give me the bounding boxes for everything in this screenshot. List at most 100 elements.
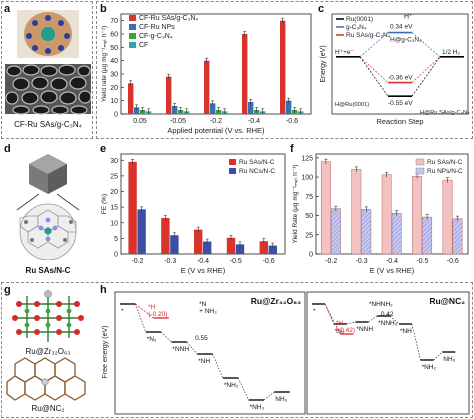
plot-frame	[114, 291, 306, 415]
step-connector	[324, 303, 334, 325]
step-connector	[135, 303, 146, 333]
bar-cfrusasgcn	[128, 83, 134, 114]
legend-swatch	[229, 168, 236, 174]
chart-b: 0 10 20 30 40 50 60 70 0.05 -0.05 -0.2 -0.4 -0.6 Appl…	[101, 13, 312, 135]
y-tick-label: 50	[110, 45, 118, 52]
y-tick-label: 125	[301, 155, 313, 162]
legend-label: g-C₃N₄	[346, 24, 367, 31]
bar-cfrunps	[248, 102, 254, 114]
step-label: *NNH	[172, 346, 189, 353]
panel-label-g: g	[4, 284, 11, 296]
y-axis-title: Yield rate (μg mg⁻¹ₘₑₜ h⁻¹)	[101, 26, 108, 103]
h-energy-annotation: (-0.20)	[148, 311, 167, 318]
bar-runcsnc	[203, 241, 212, 254]
x-tick-label: -0.2	[325, 258, 337, 265]
intermediate-label: + NH₃	[199, 308, 217, 315]
bar-cfrusasgcn	[242, 34, 248, 114]
chart-f: 0 25 50 75 100 125 -0.2 -0.3 -0.4 -0.5 -0.6 E (V vs…	[292, 153, 469, 275]
x-tick-label: -0.5	[416, 258, 428, 265]
h-pathway	[324, 303, 341, 335]
y-tick-label: 5	[114, 236, 118, 243]
y-tick-label: 40	[110, 58, 118, 65]
y-axis-title: Energy (eV)	[320, 45, 327, 82]
x-tick-label: 0.05	[133, 118, 147, 125]
step-label: *NH	[198, 358, 210, 365]
connector	[359, 56, 389, 83]
legend-label: Ru SAs/N-C	[239, 159, 275, 166]
intermediate-label: *N	[199, 301, 207, 308]
energy-label: -0.36 eV	[388, 75, 413, 82]
panel-label-c: c	[318, 3, 325, 15]
x-tick-label: -0.6	[263, 258, 275, 265]
panel-label-d: d	[4, 143, 11, 155]
y-tick-label: 25	[110, 173, 118, 180]
bar-cfrunps	[286, 100, 292, 114]
legend-swatch	[415, 158, 425, 166]
step-connector	[160, 331, 172, 343]
x-tick-label: -0.3	[164, 258, 176, 265]
legend-label: CF-Ru SAs/g-C₃N₄	[139, 15, 199, 22]
bar-rusasnc	[320, 161, 331, 255]
bar-rusasnc	[194, 229, 203, 254]
y-tick-label: 0	[114, 252, 118, 259]
x-axis-title: Applied potential (V vs. RHE)	[167, 126, 265, 135]
legend-label: CF	[139, 42, 148, 49]
legend-label: Ru(0001)	[346, 16, 373, 23]
bar-rusasnc	[128, 161, 137, 254]
y-axis-title: Yield Rate (μg mg⁻¹ₘₑₜ h⁻¹)	[292, 164, 299, 243]
bar-rusasnc	[226, 237, 236, 254]
panel-d-caption: Ru SAs/N-C	[25, 266, 71, 275]
connector	[359, 32, 389, 58]
panel-g-caption-top: Ru@Zr₃₂O₆₃	[25, 347, 71, 356]
step-label: *NH₃	[250, 404, 265, 411]
y-tick-label: 20	[110, 85, 118, 92]
frame-bottom	[1, 282, 473, 418]
connector	[359, 56, 389, 97]
y-axis-title: FE (%)	[101, 194, 108, 214]
frame-top-right	[96, 1, 473, 139]
y-tick-label: 75	[305, 194, 313, 201]
plot-frame	[306, 291, 470, 415]
y-tick-label: 50	[305, 213, 313, 220]
legend-swatch	[415, 167, 425, 175]
legend-label: Ru SAs/N-C	[427, 159, 463, 166]
state-label: H@g-C₃N₄	[390, 37, 422, 44]
h-plus-label: H⁺	[404, 14, 413, 21]
legend-swatch	[229, 159, 236, 165]
legend-swatch	[129, 15, 136, 21]
y-tick-label: 30	[110, 72, 118, 79]
legend-label: Ru NPs/N-C	[427, 168, 463, 175]
panel-label-f: f	[290, 143, 294, 155]
energy-label: 0.34 eV	[390, 24, 413, 31]
step-connector	[186, 341, 198, 355]
end-label: 1/2 H₂	[442, 49, 461, 56]
legend-swatch	[129, 33, 136, 39]
legend-label: CF-Ru NPs	[139, 24, 175, 31]
bar-runpsnc	[391, 212, 402, 255]
panel-g-caption-bottom: Ru@NC₂	[31, 404, 65, 413]
step-connector	[346, 321, 356, 325]
x-tick-label: -0.4	[386, 258, 398, 265]
panel-a-images	[5, 10, 91, 115]
energy-label: -0.55 eV	[388, 100, 413, 107]
bar-runcsnc	[268, 245, 277, 254]
connector	[411, 56, 441, 83]
bar-runpsnc	[361, 209, 372, 255]
chart-h: Free energy (eV)Ru@Zr₃₂O₆₃**N₂*NNH*NH*NH…	[102, 291, 470, 415]
bar-runcsnc	[170, 235, 179, 254]
y-tick-label: 70	[110, 18, 118, 25]
x-tick-label: -0.3	[356, 258, 368, 265]
step-label: *NH	[400, 328, 412, 335]
legend-label: CF-g-C₃N₄	[139, 33, 173, 40]
step-label: *	[121, 308, 124, 315]
bar-runcsnc	[235, 244, 245, 254]
panel-label-a: a	[4, 3, 11, 15]
legend-label: Ru SAs/g-C₃N₄	[346, 32, 391, 39]
step-connector	[263, 391, 275, 401]
x-axis-title: Reaction Step	[376, 117, 423, 126]
panel-d-images	[16, 154, 80, 260]
barrier-label: 0.55	[195, 335, 208, 342]
y-tick-label: 0	[114, 112, 118, 119]
legend-swatch	[129, 42, 136, 48]
